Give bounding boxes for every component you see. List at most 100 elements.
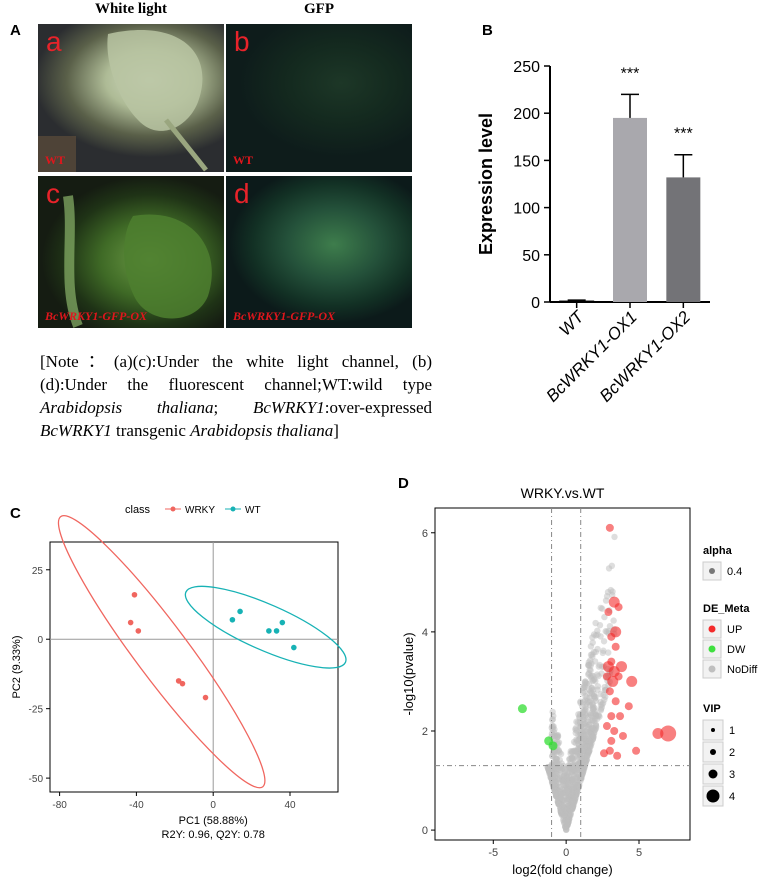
nodiff-point (571, 747, 579, 754)
note-text: [Note：(a)(c):Under the white light chann… (40, 352, 432, 394)
nodiff-point (577, 732, 584, 739)
nodiff-point (551, 764, 559, 772)
nodiff-point (565, 779, 573, 787)
nodiff-point (546, 768, 554, 775)
data-point (202, 694, 209, 701)
confidence-ellipse (184, 585, 347, 669)
legend-title: VIP (703, 703, 721, 715)
y-tick-label: -50 (29, 774, 44, 785)
bar (559, 300, 595, 303)
nodiff-point (611, 533, 618, 541)
y-tick-label: 25 (32, 566, 44, 577)
photo-gfp-wt: b WT (226, 24, 412, 172)
data-point (175, 678, 182, 684)
nodiff-point (594, 715, 601, 723)
y-tick-label: 50 (522, 248, 540, 265)
nodiff-point (589, 639, 596, 646)
up-point (604, 608, 613, 617)
nodiff-point (584, 723, 592, 731)
tile-caption: WT (45, 153, 66, 167)
x-tick-label: 5 (636, 847, 642, 859)
nodiff-point (600, 638, 608, 645)
up-point (607, 632, 616, 641)
legend-key-dot (230, 506, 236, 512)
nodiff-points (544, 533, 618, 834)
legend-key-dot (711, 728, 715, 732)
tile-caption: BcWRKY1-GFP-OX (45, 309, 147, 323)
gfp-column-title: GFP (304, 1, 334, 17)
data-point (273, 628, 280, 634)
x-tick-label: 0 (563, 847, 569, 859)
legend-title: alpha (703, 545, 733, 557)
nodiff-point (561, 765, 568, 773)
nodiff-point (582, 703, 589, 711)
bar (666, 177, 701, 302)
up-point (611, 697, 620, 706)
up-point (607, 712, 616, 721)
nodiff-point (572, 724, 580, 732)
nodiff-point (556, 772, 564, 779)
nodiff-point (574, 753, 581, 761)
y-axis-title: Expression level (476, 113, 496, 255)
photo-white-light-ox: c BcWRKY1-GFP-OX (38, 176, 224, 328)
x-tick-label: -5 (488, 847, 498, 859)
nodiff-point (555, 800, 562, 808)
y-tick-label: 4 (422, 627, 428, 639)
legend-label: DW (727, 644, 746, 656)
tile-tag: a (46, 26, 62, 57)
nodiff-point (562, 786, 569, 793)
x-tick-label: 40 (284, 800, 296, 811)
tile-tag: b (234, 26, 250, 57)
chart-title: WRKY.vs.WT (521, 485, 605, 501)
nodiff-point (590, 676, 597, 684)
nodiff-point (584, 661, 592, 669)
panel-label-a: A (10, 22, 21, 39)
up-point (652, 727, 664, 739)
nodiff-point (558, 812, 566, 819)
nodiff-point (574, 719, 582, 726)
legend-label: 1 (729, 725, 735, 737)
x-axis-title: log2(fold change) (512, 862, 612, 877)
up-point (613, 751, 622, 760)
legend-label: 3 (729, 769, 735, 781)
white-light-column-title: White light (94, 1, 168, 17)
legend-key-dot (708, 665, 716, 673)
legend-label: WRKY (185, 505, 215, 516)
plot-frame (49, 541, 339, 793)
nodiff-point (568, 798, 576, 805)
panel-a-note: [Note：(a)(c):Under the white light chann… (40, 350, 432, 442)
note-italic: BcWRKY1 (40, 421, 112, 440)
nodiff-point (552, 758, 560, 765)
nodiff-point (601, 613, 608, 621)
note-text: ] (333, 421, 339, 440)
legend-key-dot (170, 506, 176, 512)
x-tick-label: -80 (52, 800, 67, 811)
note-italic: BcWRKY1 (252, 398, 325, 417)
nodiff-point (572, 779, 579, 786)
photo-gfp-ox: d BcWRKY1-GFP-OX (226, 176, 412, 328)
significance-label: *** (674, 126, 693, 143)
x-tick-label: 0 (210, 800, 216, 811)
nodiff-point (597, 690, 604, 698)
nodiff-point (582, 693, 589, 700)
y-tick-label: 2 (422, 726, 428, 738)
panel-label-d: D (398, 475, 409, 492)
nodiff-point (605, 649, 612, 656)
legend-key-dot (708, 645, 716, 653)
up-point (610, 726, 619, 735)
y-axis-title: PC2 (9.33%) (11, 636, 23, 699)
legend-key-dot (706, 789, 720, 803)
nodiff-point (573, 789, 581, 797)
nodiff-point (610, 617, 617, 624)
up-point (614, 603, 623, 612)
legend-key-dot (710, 749, 716, 755)
legend-label: 2 (729, 747, 735, 759)
up-point (600, 749, 609, 758)
nodiff-point (601, 696, 608, 703)
y-tick-label: 250 (513, 59, 540, 76)
nodiff-point (578, 772, 585, 780)
data-point (179, 680, 186, 687)
data-point (229, 616, 236, 623)
y-axis-title: -log10(pvalue) (401, 632, 416, 715)
nodiff-point (561, 804, 568, 812)
